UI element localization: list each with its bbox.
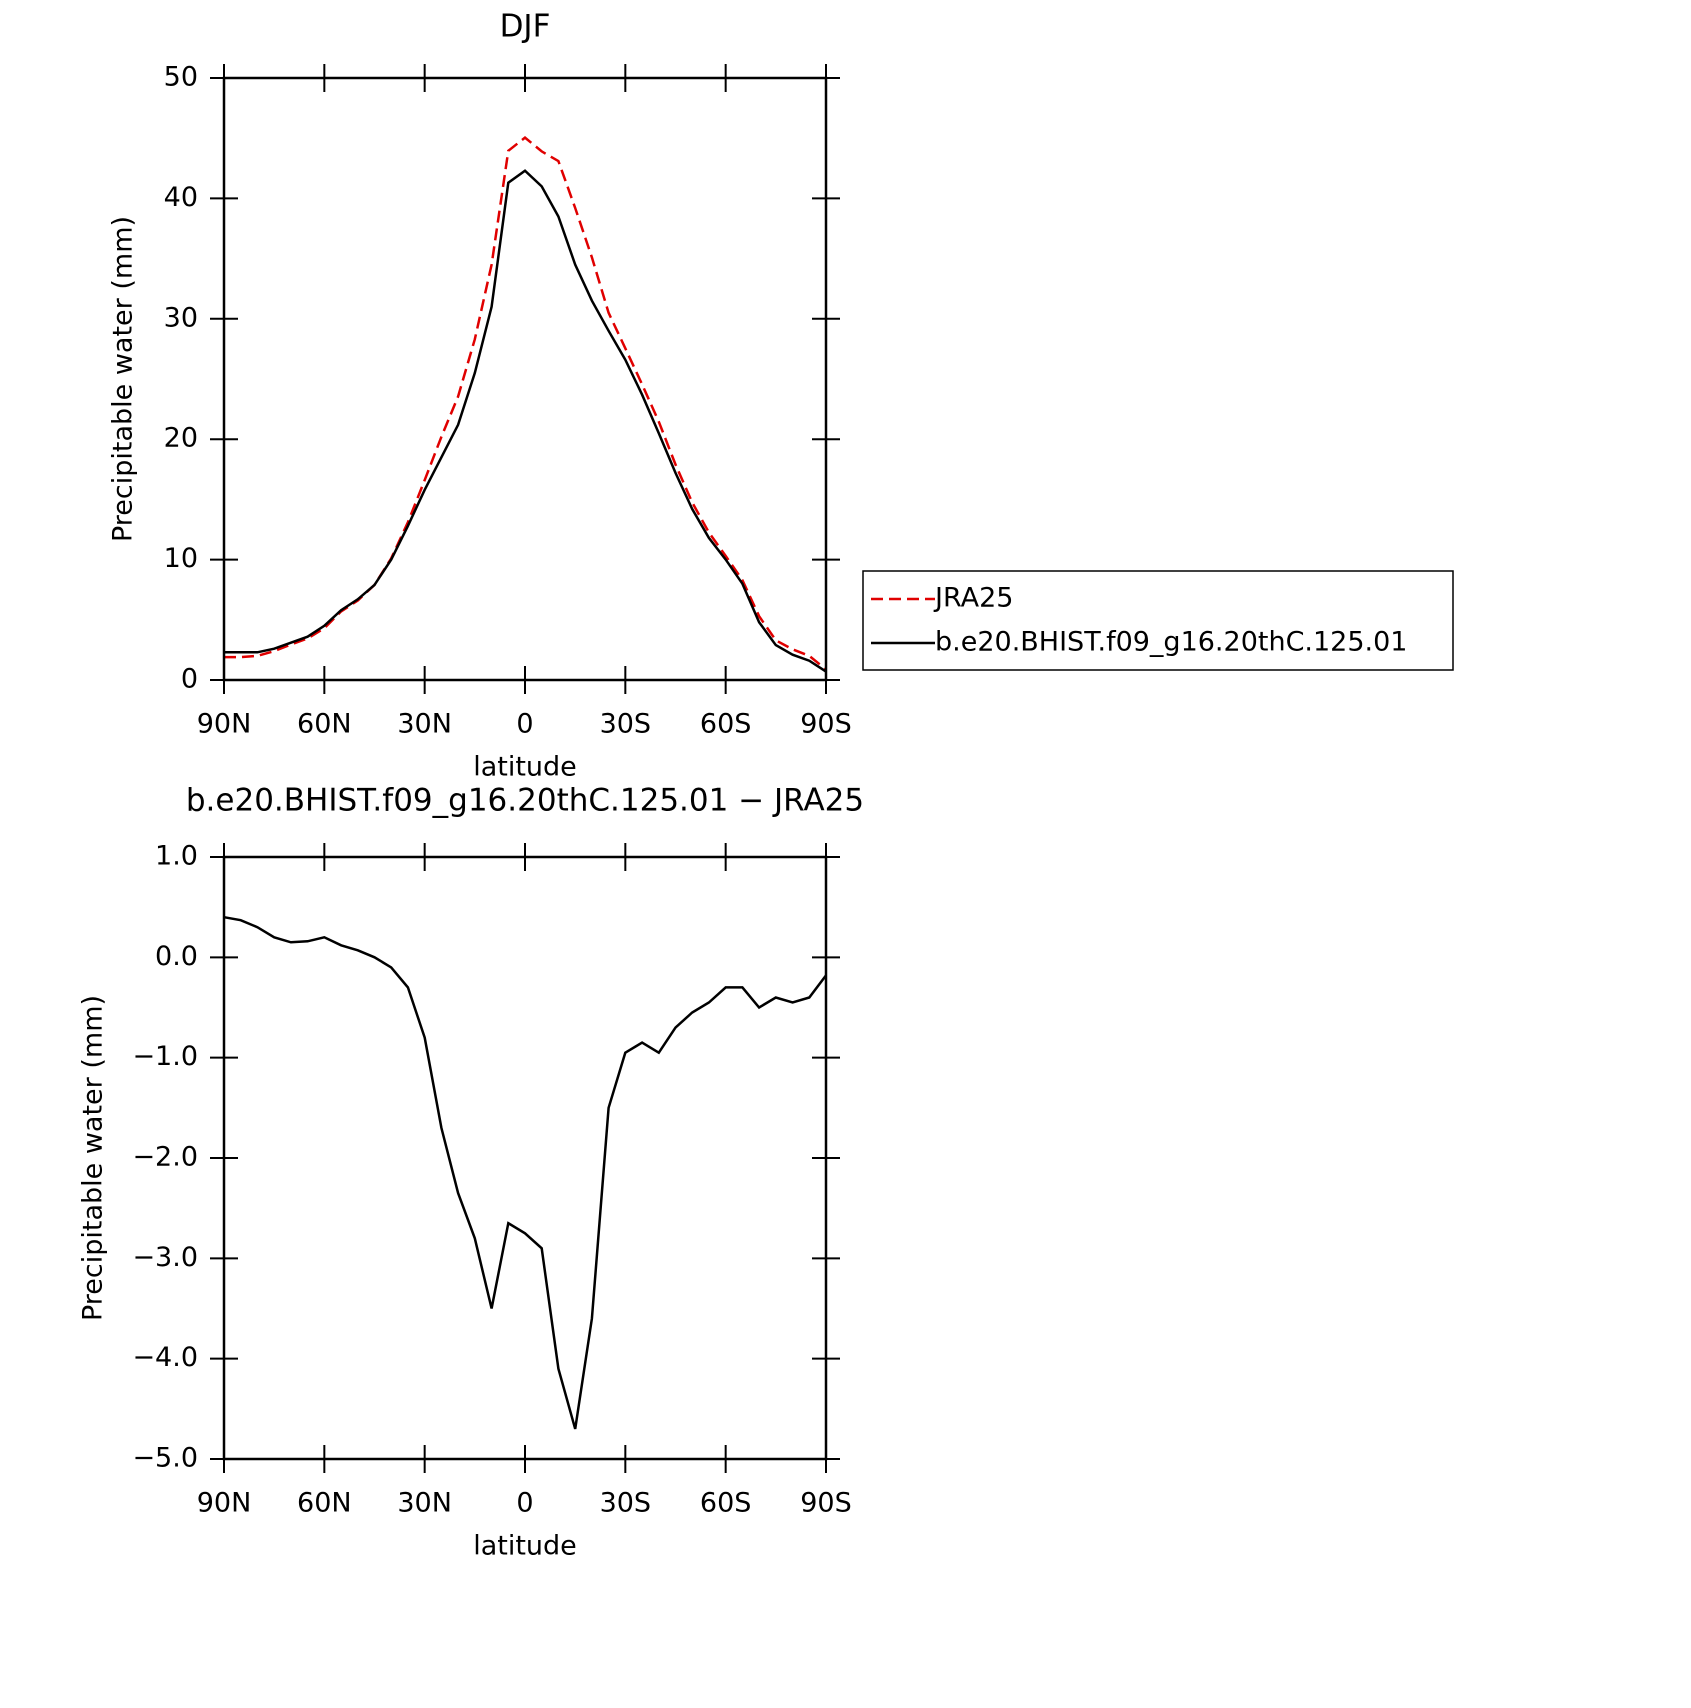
- data-line: [223, 915, 827, 1430]
- x-tick-label: 30N: [397, 1488, 452, 1519]
- y-tick-label: 10: [164, 543, 198, 574]
- x-tick-label: 60S: [700, 1488, 752, 1519]
- y-tick-label: −3.0: [132, 1242, 198, 1273]
- y-tick-label: −1.0: [132, 1041, 198, 1072]
- data-line: [224, 169, 827, 673]
- y-tick-label: 20: [164, 423, 198, 454]
- y-tick-label: 0.0: [155, 941, 198, 972]
- x-tick-label: 30S: [600, 1488, 652, 1519]
- plot-frame: [222, 855, 828, 1461]
- y-tick-label: 0: [181, 664, 198, 695]
- x-tick-label: 90N: [197, 1488, 252, 1519]
- y-axis-label: Precipitable water (mm): [78, 995, 109, 1321]
- chart-title: b.e20.BHIST.f09_g16.20thC.125.01 − JRA25: [186, 783, 864, 819]
- y-tick-label: 40: [164, 182, 198, 213]
- x-tick-label: 90S: [800, 1488, 852, 1519]
- x-axis-label: latitude: [473, 1531, 577, 1562]
- y-tick-label: 1.0: [155, 841, 198, 872]
- x-tick-label: 90N: [197, 709, 252, 740]
- legend-label: JRA25: [933, 583, 1013, 614]
- y-tick-label: −2.0: [132, 1142, 198, 1173]
- y-tick-label: 30: [164, 302, 198, 333]
- x-tick-label: 60N: [297, 1488, 352, 1519]
- plot-frame: [222, 76, 828, 682]
- y-tick-label: −4.0: [132, 1342, 198, 1373]
- x-tick-label: 30N: [397, 709, 452, 740]
- legend-label: b.e20.BHIST.f09_g16.20thC.125.01: [935, 627, 1407, 658]
- x-tick-label: 0: [516, 1488, 533, 1519]
- chart-title: DJF: [500, 9, 551, 45]
- y-tick-label: −5.0: [132, 1443, 198, 1474]
- x-tick-label: 90S: [800, 709, 852, 740]
- y-tick-label: 50: [164, 62, 198, 93]
- x-tick-label: 60S: [700, 709, 752, 740]
- x-tick-label: 0: [516, 709, 533, 740]
- y-axis-label: Precipitable water (mm): [108, 216, 139, 542]
- legend-box: [862, 570, 1454, 671]
- x-tick-label: 60N: [297, 709, 352, 740]
- x-tick-label: 30S: [600, 709, 652, 740]
- x-axis-label: latitude: [473, 752, 577, 783]
- data-line: [224, 135, 827, 671]
